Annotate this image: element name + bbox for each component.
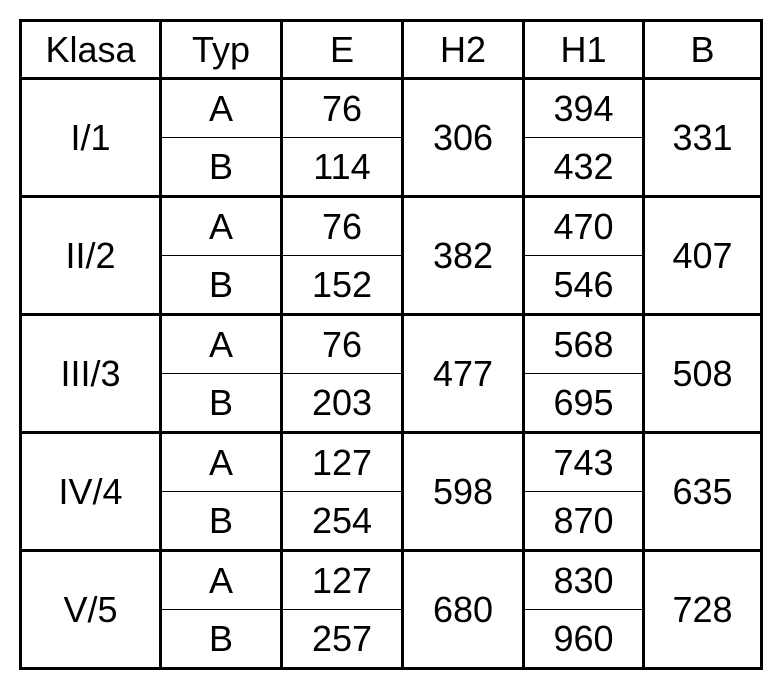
header-cell: B: [642, 20, 763, 80]
header-row: Klasa Typ E H2 H1 B: [19, 20, 763, 80]
h1-cell: 960: [522, 609, 645, 669]
h2-cell: 306: [401, 77, 525, 197]
e-cell: 257: [280, 609, 404, 669]
typ-cell: A: [159, 313, 283, 374]
h2-cell: 680: [401, 549, 525, 669]
typ-cell: A: [159, 549, 283, 610]
typ-cell: A: [159, 195, 283, 256]
table-wrap: Klasa Typ E H2 H1 B I/1 A 76 306 394 331 B 114 432 II/…: [19, 19, 763, 670]
h1-cell: 830: [522, 549, 645, 610]
table-row: I/1 A 76 306 394 331: [19, 77, 763, 197]
table-row: B 152 546: [21, 255, 762, 315]
data-table: Klasa Typ E H2 H1 B I/1 A 76 306 394 331 B 114 432 II/…: [19, 19, 763, 670]
h1-cell: 743: [522, 431, 645, 492]
header-cell: H1: [522, 20, 645, 80]
h1-cell: 870: [522, 491, 645, 551]
b-cell: 728: [642, 549, 763, 669]
table-row: B 257 960: [21, 609, 762, 669]
typ-cell: B: [159, 137, 283, 197]
header-cell: Typ: [159, 20, 283, 80]
typ-cell: A: [159, 77, 283, 138]
table-row: B 254 870: [21, 491, 762, 551]
b-cell: 635: [642, 431, 763, 551]
h1-cell: 546: [522, 255, 645, 315]
table-row: II/2 A 76 382 470 407: [19, 195, 763, 315]
e-cell: 254: [280, 491, 404, 551]
table-row: B 203 695: [21, 373, 762, 433]
b-cell: 508: [642, 313, 763, 433]
h2-cell: 598: [401, 431, 525, 551]
e-cell: 203: [280, 373, 404, 433]
table-row: V/5 A 127 680 830 728: [19, 549, 763, 669]
e-cell: 152: [280, 255, 404, 315]
table-body: I/1 A 76 306 394 331 B 114 432 II/2 A 76 382 470 407 B 1…: [19, 77, 763, 669]
header-cell: H2: [401, 20, 525, 80]
header-cell: E: [280, 20, 404, 80]
b-cell: 407: [642, 195, 763, 315]
klasa-cell: I/1: [19, 77, 162, 197]
e-cell: 127: [280, 431, 404, 492]
typ-cell: B: [159, 373, 283, 433]
klasa-cell: III/3: [19, 313, 162, 433]
header-cell: Klasa: [19, 20, 162, 80]
typ-cell: A: [159, 431, 283, 492]
e-cell: 76: [280, 313, 404, 374]
h1-cell: 568: [522, 313, 645, 374]
h1-cell: 695: [522, 373, 645, 433]
klasa-cell: IV/4: [19, 431, 162, 551]
h2-cell: 477: [401, 313, 525, 433]
typ-cell: B: [159, 255, 283, 315]
e-cell: 114: [280, 137, 404, 197]
e-cell: 76: [280, 195, 404, 256]
h1-cell: 432: [522, 137, 645, 197]
b-cell: 331: [642, 77, 763, 197]
e-cell: 127: [280, 549, 404, 610]
h1-cell: 470: [522, 195, 645, 256]
h2-cell: 382: [401, 195, 525, 315]
table-row: B 114 432: [21, 137, 762, 197]
e-cell: 76: [280, 77, 404, 138]
typ-cell: B: [159, 491, 283, 551]
table-row: IV/4 A 127 598 743 635: [19, 431, 763, 551]
table-row: III/3 A 76 477 568 508: [19, 313, 763, 433]
typ-cell: B: [159, 609, 283, 669]
klasa-cell: II/2: [19, 195, 162, 315]
klasa-cell: V/5: [19, 549, 162, 669]
h1-cell: 394: [522, 77, 645, 138]
